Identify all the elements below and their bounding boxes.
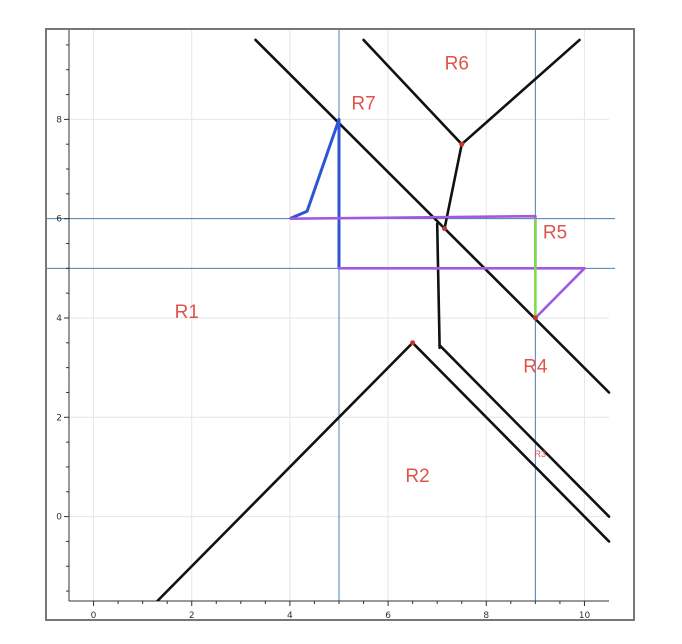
region-label-r3: R3 bbox=[535, 449, 547, 459]
x-tick-label: 8 bbox=[483, 611, 489, 619]
boundary-r6-left-edge bbox=[362, 38, 464, 146]
vertex-dot bbox=[459, 141, 465, 147]
x-tick-label: 4 bbox=[287, 611, 293, 619]
boundary-r6-right-edge bbox=[460, 38, 581, 146]
boundary-r3-inner-edge bbox=[438, 343, 611, 518]
y-tick-label: 4 bbox=[56, 314, 62, 324]
y-tick-label: 6 bbox=[56, 215, 62, 225]
voronoi-diagram: 0 2 4 6 8 10 0 2 4 6 8 R1 R2 R3 R4 R5 R6 R7 bbox=[47, 30, 615, 619]
region-label-r4: R4 bbox=[523, 357, 548, 378]
x-tick-label: 2 bbox=[189, 611, 195, 619]
purple-path bbox=[289, 214, 586, 319]
region-label-r6: R6 bbox=[445, 54, 469, 75]
region-label-r7: R7 bbox=[351, 93, 375, 114]
x-tick-label: 6 bbox=[385, 611, 391, 619]
y-tick-label: 0 bbox=[56, 513, 62, 523]
boundary-r6-stem bbox=[443, 142, 464, 230]
x-tick-label: 10 bbox=[579, 611, 591, 619]
vertex-dots bbox=[410, 141, 538, 346]
region-label-r2: R2 bbox=[405, 466, 429, 487]
boundary-r3-outer-edge bbox=[411, 341, 611, 543]
vertex-dot bbox=[410, 340, 416, 346]
y-tick-label: 8 bbox=[56, 115, 62, 125]
highlight-paths bbox=[289, 117, 586, 319]
region-label-r5: R5 bbox=[543, 223, 567, 244]
vertex-dot bbox=[442, 226, 448, 232]
boundary-r2-left-edge bbox=[156, 341, 414, 601]
y-tick-label: 2 bbox=[56, 413, 62, 423]
region-labels: R1 R2 R3 R4 R5 R6 R7 bbox=[175, 54, 567, 487]
vertex-dot bbox=[532, 315, 538, 321]
boundary-center-vertical bbox=[435, 222, 441, 350]
x-tick-label: 0 bbox=[91, 611, 97, 619]
diagram-frame: 0 2 4 6 8 10 0 2 4 6 8 R1 R2 R3 R4 R5 R6 R7 bbox=[45, 28, 635, 621]
blue-path bbox=[289, 117, 341, 269]
region-label-r1: R1 bbox=[175, 302, 199, 323]
